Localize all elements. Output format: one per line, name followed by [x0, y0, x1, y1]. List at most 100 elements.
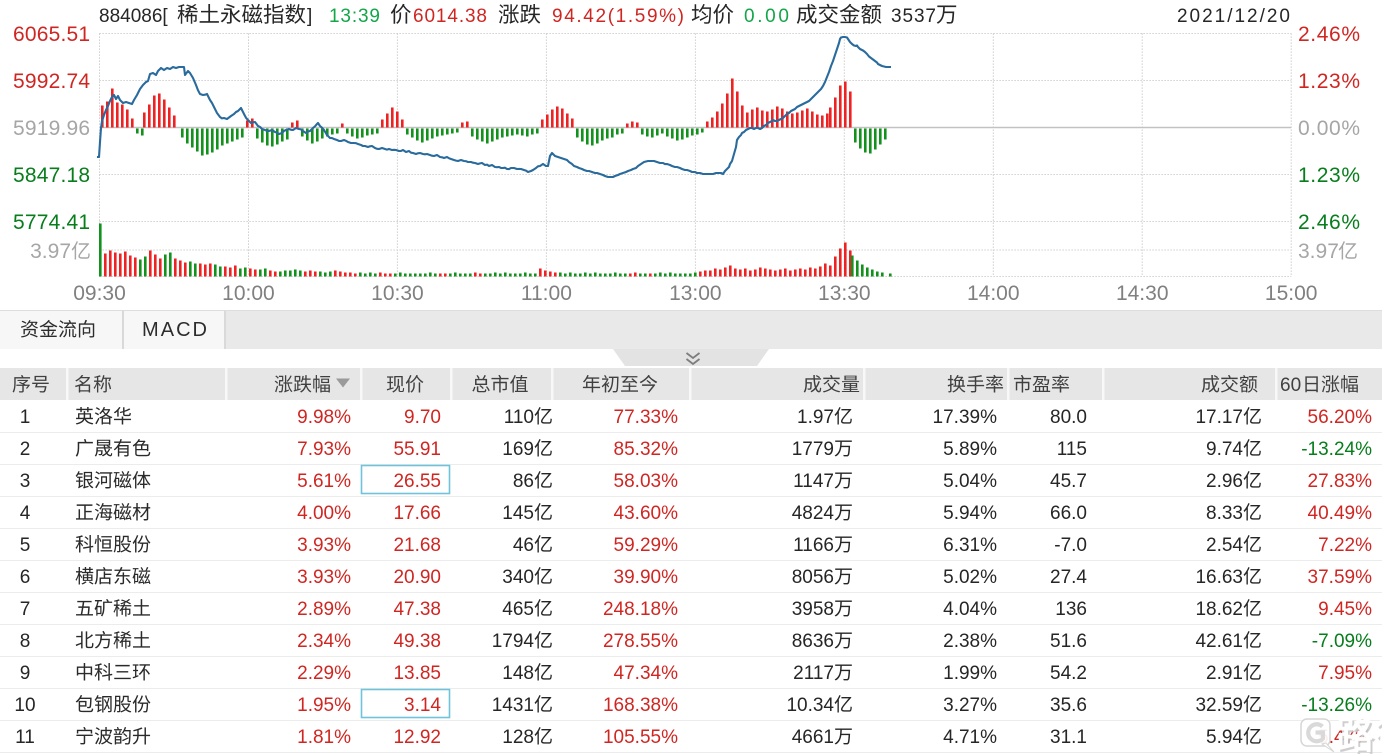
svg-text:136: 136 — [1055, 599, 1087, 620]
svg-text:2.46%: 2.46% — [1298, 23, 1360, 46]
svg-text:4.71%: 4.71% — [943, 727, 997, 748]
svg-text:47.38: 47.38 — [393, 599, 441, 620]
svg-text:105.55%: 105.55% — [603, 727, 678, 748]
svg-text:1.23%: 1.23% — [1298, 70, 1360, 93]
svg-text:10:00: 10:00 — [222, 282, 275, 305]
svg-text:0.00%: 0.00% — [1298, 117, 1360, 140]
svg-text:5919.96: 5919.96 — [13, 117, 90, 140]
svg-text:465: 465 — [502, 599, 534, 620]
svg-text:10: 10 — [14, 695, 35, 716]
svg-text:2.89%: 2.89% — [297, 599, 351, 620]
svg-text:9.74: 9.74 — [1206, 439, 1243, 460]
svg-text:51.6: 51.6 — [1050, 631, 1087, 652]
svg-text:17.17: 17.17 — [1195, 407, 1243, 428]
svg-text:5847.18: 5847.18 — [13, 164, 90, 187]
svg-text:5.02%: 5.02% — [943, 567, 997, 588]
svg-text:6065.51: 6065.51 — [13, 23, 90, 46]
svg-text:1.95%: 1.95% — [297, 695, 351, 716]
svg-text:17.66: 17.66 — [393, 503, 441, 524]
svg-text:4.04%: 4.04% — [943, 599, 997, 620]
svg-text:21.68: 21.68 — [393, 535, 441, 556]
svg-text:6.31%: 6.31% — [943, 535, 997, 556]
svg-text:66.0: 66.0 — [1050, 503, 1087, 524]
svg-text:55.91: 55.91 — [393, 439, 441, 460]
svg-text:14:30: 14:30 — [1116, 282, 1169, 305]
svg-text:39.90%: 39.90% — [614, 567, 679, 588]
svg-text:2.54: 2.54 — [1206, 535, 1243, 556]
svg-text:8056: 8056 — [792, 567, 834, 588]
svg-text:1.23%: 1.23% — [1298, 164, 1360, 187]
svg-text:5.94: 5.94 — [1206, 727, 1243, 748]
svg-text:3.27%: 3.27% — [943, 695, 997, 716]
svg-text:6: 6 — [20, 567, 31, 588]
svg-text:9.70: 9.70 — [404, 407, 441, 428]
svg-text:45.7: 45.7 — [1050, 471, 1087, 492]
svg-text:1431: 1431 — [492, 695, 534, 716]
svg-text:5.94%: 5.94% — [943, 503, 997, 524]
svg-text:128: 128 — [502, 727, 534, 748]
svg-text:169: 169 — [502, 439, 534, 460]
svg-text:]: ] — [307, 6, 312, 27]
svg-text:2.29%: 2.29% — [297, 663, 351, 684]
svg-text:13:39: 13:39 — [329, 6, 380, 27]
svg-text:40.49%: 40.49% — [1308, 503, 1373, 524]
svg-text:1.99%: 1.99% — [943, 663, 997, 684]
svg-text:3537: 3537 — [891, 6, 936, 27]
svg-text:3.93%: 3.93% — [297, 567, 351, 588]
svg-text:4: 4 — [20, 503, 31, 524]
svg-text:54.2: 54.2 — [1050, 663, 1087, 684]
svg-text:-13.26%: -13.26% — [1301, 695, 1372, 716]
svg-text:59.29%: 59.29% — [614, 535, 679, 556]
svg-text:12.92: 12.92 — [393, 727, 441, 748]
svg-text:4824: 4824 — [792, 503, 835, 524]
svg-text:-7.09%: -7.09% — [1312, 631, 1372, 652]
svg-text:7.95%: 7.95% — [1318, 663, 1372, 684]
svg-text:85.32%: 85.32% — [614, 439, 679, 460]
svg-text:4661: 4661 — [792, 727, 834, 748]
svg-text:0.00: 0.00 — [744, 6, 789, 27]
svg-text:1.97: 1.97 — [797, 407, 834, 428]
svg-text:7: 7 — [20, 599, 31, 620]
svg-text:2021/12/20: 2021/12/20 — [1177, 6, 1290, 27]
svg-text:16.63: 16.63 — [1195, 567, 1243, 588]
svg-text:-7.0: -7.0 — [1054, 535, 1087, 556]
svg-text:8636: 8636 — [792, 631, 834, 652]
svg-text:4.00%: 4.00% — [297, 503, 351, 524]
svg-text:15:00: 15:00 — [1265, 282, 1318, 305]
svg-text:13:30: 13:30 — [818, 282, 871, 305]
svg-text:340: 340 — [502, 567, 534, 588]
svg-text:11:00: 11:00 — [521, 282, 572, 305]
svg-text:35.6: 35.6 — [1050, 695, 1087, 716]
svg-text:18.62: 18.62 — [1195, 599, 1243, 620]
svg-text:1794: 1794 — [492, 631, 535, 652]
svg-text:3.14: 3.14 — [404, 695, 441, 716]
svg-text:884086[: 884086[ — [99, 6, 168, 27]
svg-text:248.18%: 248.18% — [603, 599, 678, 620]
svg-text:9.45%: 9.45% — [1318, 599, 1372, 620]
svg-text:9.98%: 9.98% — [297, 407, 351, 428]
svg-text:5.04%: 5.04% — [943, 471, 997, 492]
svg-text:58.03%: 58.03% — [614, 471, 679, 492]
svg-text:5.89%: 5.89% — [943, 439, 997, 460]
svg-text:3958: 3958 — [792, 599, 834, 620]
svg-text:7.22%: 7.22% — [1318, 535, 1372, 556]
svg-text:9: 9 — [20, 663, 31, 684]
svg-text:77.33%: 77.33% — [614, 407, 679, 428]
svg-text:2.96: 2.96 — [1206, 471, 1243, 492]
svg-text:2117: 2117 — [793, 663, 834, 684]
svg-text:145: 145 — [502, 503, 534, 524]
svg-text:3.93%: 3.93% — [297, 535, 351, 556]
svg-text:5992.74: 5992.74 — [13, 70, 90, 93]
svg-text:5774.41: 5774.41 — [13, 211, 90, 234]
svg-text:20.90: 20.90 — [393, 567, 441, 588]
svg-text:27.4: 27.4 — [1050, 567, 1087, 588]
svg-text:168.38%: 168.38% — [603, 695, 678, 716]
svg-text:2.91: 2.91 — [1206, 663, 1243, 684]
svg-text:11: 11 — [15, 727, 35, 748]
svg-text:13:00: 13:00 — [669, 282, 722, 305]
svg-text:32.59: 32.59 — [1195, 695, 1243, 716]
svg-text:26.55: 26.55 — [393, 471, 441, 492]
svg-text:43.60%: 43.60% — [614, 503, 679, 524]
svg-text:2.46%: 2.46% — [1298, 211, 1360, 234]
svg-text:47.34%: 47.34% — [614, 663, 679, 684]
